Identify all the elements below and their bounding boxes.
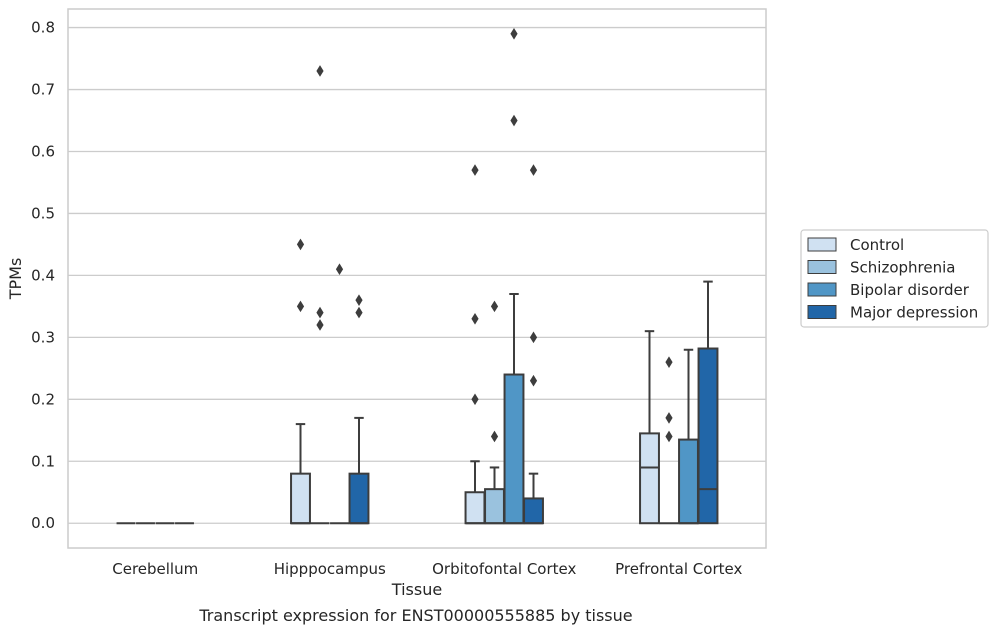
y-tick-label: 0.6 bbox=[31, 142, 55, 160]
box bbox=[290, 238, 311, 525]
y-tick-label: 0.8 bbox=[31, 19, 55, 37]
legend-frame bbox=[800, 229, 989, 328]
legend-label: Bipolar disorder bbox=[850, 281, 970, 299]
legend: Control Schizophrenia Bipolar disorder Majo… bbox=[800, 229, 989, 328]
box bbox=[503, 27, 525, 525]
outlier-point bbox=[529, 164, 538, 176]
y-axis-label: TPMs bbox=[6, 258, 25, 301]
box-body bbox=[678, 438, 699, 525]
box bbox=[348, 294, 370, 525]
gridlines bbox=[68, 26, 766, 524]
legend-label: Control bbox=[850, 236, 904, 254]
legend-label: Major depression bbox=[850, 304, 978, 322]
outlier-point bbox=[316, 319, 324, 331]
box-body bbox=[464, 491, 486, 525]
box bbox=[523, 164, 544, 525]
outlier-point bbox=[471, 312, 479, 325]
outlier-point bbox=[355, 294, 363, 306]
plot-frame bbox=[67, 8, 767, 549]
outlier-point bbox=[355, 306, 363, 319]
plot-data bbox=[116, 27, 719, 525]
x-tick-label: Hipppocampus bbox=[274, 560, 386, 578]
box bbox=[659, 356, 679, 525]
y-tick-label: 0.7 bbox=[31, 81, 55, 99]
box bbox=[697, 280, 719, 525]
outlier-point bbox=[510, 27, 518, 40]
box-body bbox=[503, 373, 525, 525]
box bbox=[484, 300, 505, 525]
legend-swatch bbox=[807, 260, 837, 274]
outlier-point bbox=[490, 300, 499, 313]
box bbox=[678, 348, 699, 525]
box bbox=[310, 65, 330, 525]
outlier-point bbox=[471, 164, 479, 176]
box-body bbox=[484, 488, 505, 525]
box bbox=[330, 263, 349, 525]
y-tick-label: 0.4 bbox=[31, 266, 55, 284]
box-body bbox=[639, 432, 660, 525]
y-tick-label: 0.3 bbox=[31, 328, 55, 346]
x-tick-label: Prefrontal Cortex bbox=[615, 560, 742, 578]
x-tick-label: Orbitofontal Cortex bbox=[432, 560, 576, 578]
y-tick-label: 0.2 bbox=[31, 390, 55, 408]
outlier-point bbox=[316, 65, 324, 77]
outlier-point bbox=[335, 263, 344, 276]
y-tick-label: 0.5 bbox=[31, 204, 55, 222]
y-tick-label: 0.0 bbox=[31, 514, 55, 532]
outlier-point bbox=[665, 412, 673, 424]
x-axis-label: Tissue bbox=[391, 580, 442, 599]
outlier-point bbox=[296, 238, 305, 251]
x-tick-label: Cerebellum bbox=[112, 560, 198, 578]
legend-label: Schizophrenia bbox=[850, 259, 955, 277]
box-body bbox=[523, 497, 544, 525]
y-axis-ticks: 0.0 0.1 0.2 0.3 0.4 0.5 0.6 0.7 0.8 bbox=[31, 19, 55, 533]
box-body bbox=[697, 347, 719, 525]
outlier-point bbox=[296, 300, 305, 313]
outlier-point bbox=[316, 306, 324, 319]
box-body bbox=[290, 472, 311, 525]
box-body bbox=[348, 472, 370, 525]
legend-swatch bbox=[807, 237, 837, 252]
legend-swatch bbox=[807, 282, 837, 297]
x-axis-ticks: Cerebellum Hipppocampus Orbitofontal Corte… bbox=[112, 560, 742, 578]
outlier-point bbox=[510, 114, 518, 127]
outlier-point bbox=[665, 430, 673, 443]
outlier-point bbox=[529, 374, 538, 387]
box bbox=[464, 164, 486, 525]
outlier-point bbox=[665, 356, 673, 368]
box bbox=[639, 330, 660, 525]
legend-swatch bbox=[807, 305, 837, 319]
outlier-point bbox=[529, 331, 538, 344]
outlier-point bbox=[490, 430, 499, 443]
y-tick-label: 0.1 bbox=[31, 452, 55, 470]
chart-caption: Transcript expression for ENST0000055588… bbox=[198, 606, 632, 625]
outlier-point bbox=[471, 393, 479, 406]
